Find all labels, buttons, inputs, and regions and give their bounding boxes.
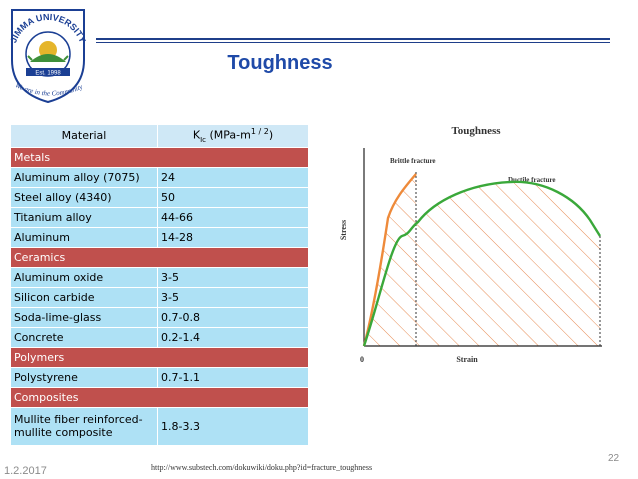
category-label: Composites xyxy=(10,386,309,408)
kic-value-cell: 0.2-1.4 xyxy=(157,326,309,348)
kic-value-cell: 50 xyxy=(157,186,309,208)
footer-source-url: http://www.substech.com/dokuwiki/doku.ph… xyxy=(151,463,373,472)
table-row: Concrete 0.2-1.4 xyxy=(10,326,309,348)
category-row: Ceramics xyxy=(10,246,309,268)
footer-date: 1.2.2017 xyxy=(4,465,47,477)
slide-number: 22 xyxy=(608,453,620,464)
origin-label: 0 xyxy=(360,355,364,364)
table-row: Aluminum 14-28 xyxy=(10,226,309,248)
category-label: Polymers xyxy=(10,346,309,368)
table-row: Soda-lime-glass 0.7-0.8 xyxy=(10,306,309,328)
university-logo: JIMMA UNIVERSITY Est. 1998 We are in the… xyxy=(8,9,88,104)
kic-value-cell: 14-28 xyxy=(157,226,309,248)
toughness-table: Material KIc (MPa-m1 / 2) Metals Aluminum… xyxy=(10,124,309,446)
kic-value-cell: 0.7-1.1 xyxy=(157,366,309,388)
ductile-curve xyxy=(362,180,602,347)
material-cell: Concrete xyxy=(10,326,158,348)
kic-value-cell: 0.7-0.8 xyxy=(157,306,309,328)
table-row: Aluminum alloy (7075) 24 xyxy=(10,166,309,188)
table-row: Titanium alloy 44-66 xyxy=(10,206,309,228)
strain-axis-label: Strain xyxy=(456,355,478,364)
header-rule xyxy=(96,38,610,40)
material-cell: Mullite fiber reinforced-mullite composi… xyxy=(10,406,158,446)
header-material: Material xyxy=(10,124,158,148)
material-cell: Titanium alloy xyxy=(10,206,158,228)
kic-value-cell: 44-66 xyxy=(157,206,309,228)
table-row: Steel alloy (4340) 50 xyxy=(10,186,309,208)
material-cell: Steel alloy (4340) xyxy=(10,186,158,208)
material-cell: Polystyrene xyxy=(10,366,158,388)
header-kic: KIc (MPa-m1 / 2) xyxy=(157,124,309,148)
category-row: Metals xyxy=(10,146,309,168)
toughness-diagram: Toughness Brittle fracture Ductile fract… xyxy=(339,125,602,364)
category-row: Polymers xyxy=(10,346,309,368)
brittle-curve xyxy=(362,173,417,347)
table-row: Polystyrene 0.7-1.1 xyxy=(10,366,309,388)
ductile-fracture-label: Ductile fracture xyxy=(508,176,556,184)
slide-title: Toughness xyxy=(227,52,333,74)
material-cell: Silicon carbide xyxy=(10,286,158,308)
kic-value-cell: 24 xyxy=(157,166,309,188)
category-label: Metals xyxy=(10,146,309,168)
kic-value-cell: 3-5 xyxy=(157,286,309,308)
category-row: Composites xyxy=(10,386,309,408)
kic-value-cell: 3-5 xyxy=(157,266,309,288)
logo-banner: Est. 1998 xyxy=(35,71,61,77)
diagram-title: Toughness xyxy=(451,125,501,137)
material-cell: Aluminum xyxy=(10,226,158,248)
material-cell: Aluminum alloy (7075) xyxy=(10,166,158,188)
brittle-fracture-label: Brittle fracture xyxy=(390,157,436,165)
material-cell: Aluminum oxide xyxy=(10,266,158,288)
table-row: Mullite fiber reinforced-mullite composi… xyxy=(10,406,309,446)
table-row: Silicon carbide 3-5 xyxy=(10,286,309,308)
material-cell: Soda-lime-glass xyxy=(10,306,158,328)
category-label: Ceramics xyxy=(10,246,309,268)
table-row: Aluminum oxide 3-5 xyxy=(10,266,309,288)
kic-value-cell: 1.8-3.3 xyxy=(157,406,309,446)
stress-axis-label: Stress xyxy=(339,220,348,240)
table-header-row: Material KIc (MPa-m1 / 2) xyxy=(10,124,309,148)
header-rule-thin xyxy=(96,42,610,43)
